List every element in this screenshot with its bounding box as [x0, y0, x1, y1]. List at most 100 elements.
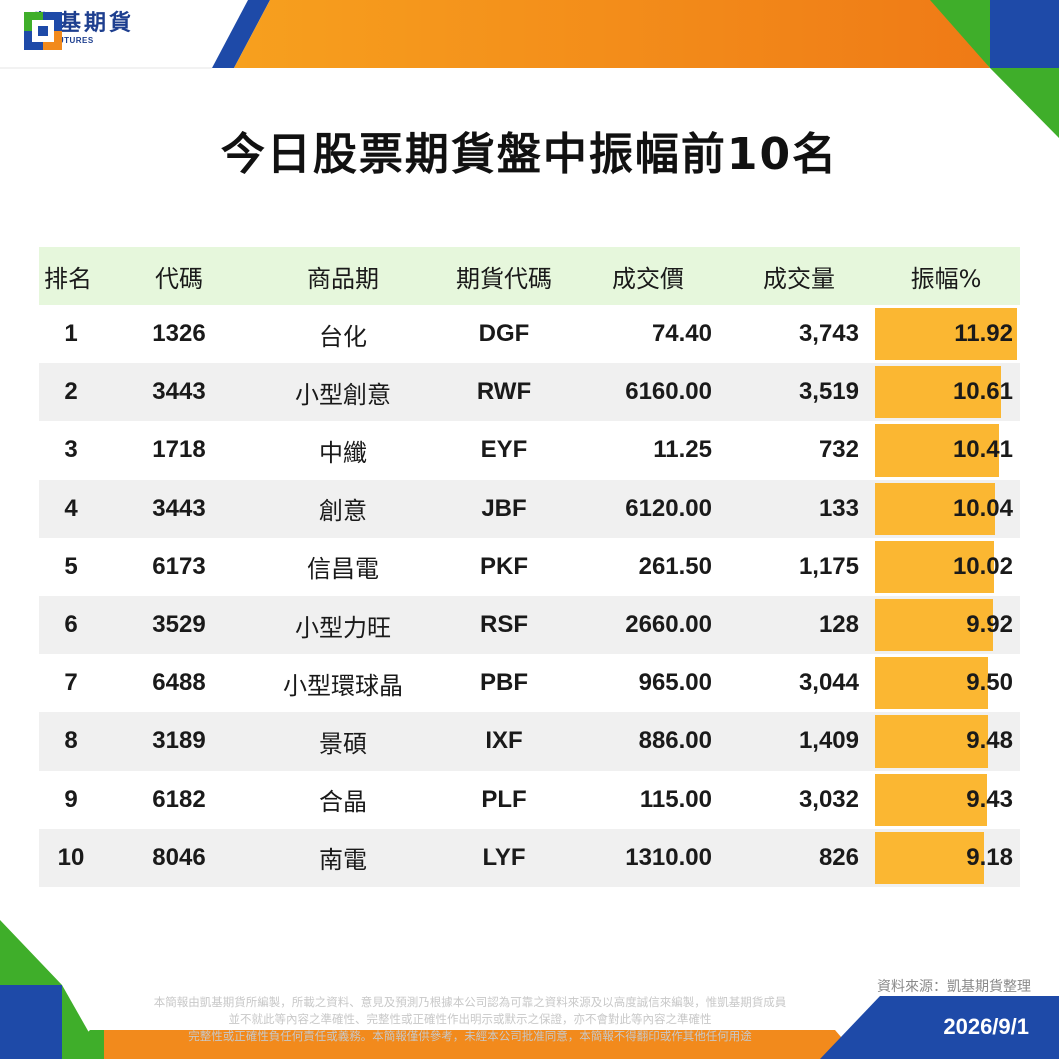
amplitude-bar — [875, 308, 1017, 361]
amplitude-value: 11.92 — [954, 320, 1013, 348]
table-row: 10 8046 南電 LYF 1310.00 826 9.18 — [39, 828, 1020, 887]
volume-cell: 1,409 — [798, 727, 859, 755]
rank-cell: 10 — [57, 843, 85, 871]
volume-cell: 3,743 — [798, 320, 859, 348]
rank-cell: 9 — [64, 785, 78, 813]
amplitude-cell: 10.02 — [875, 538, 1017, 596]
page-title: 今日股票期貨盤中振幅前10名 — [220, 129, 839, 180]
amplitude-bar — [875, 715, 988, 768]
amplitude-bar — [875, 424, 999, 477]
product-cell: 小型力旺 — [295, 613, 391, 642]
futures-code-cell: RSF — [480, 611, 528, 639]
disclaimer-line-2: 並不就此等內容之準確性、完整性或正確性作出明示或默示之保證，亦不會對此等內容之準… — [228, 1012, 712, 1026]
rank-cell: 8 — [64, 727, 78, 755]
report-date: 2026/9/1 — [943, 1014, 1029, 1039]
table-row: 1 1326 台化 DGF 74.40 3,743 11.92 — [39, 305, 1020, 363]
price-cell: 11.25 — [653, 436, 712, 464]
code-cell: 6182 — [152, 785, 206, 813]
price-cell: 886.00 — [638, 727, 712, 755]
header-volume: 成交量 — [763, 264, 835, 293]
rank-cell: 5 — [64, 552, 78, 580]
product-cell: 小型創意 — [295, 380, 391, 409]
amplitude-cell: 9.18 — [875, 829, 1017, 887]
table-header: 排名 代碼 商品期 期貨代碼 成交價 成交量 振幅% — [39, 247, 1020, 305]
product-cell: 信昌電 — [307, 555, 379, 584]
code-cell: 6173 — [152, 552, 206, 580]
table-body: 1 1326 台化 DGF 74.40 3,743 11.92 2 3443 小型創意 RWF 616… — [39, 305, 1020, 887]
amplitude-value: 10.61 — [952, 378, 1013, 406]
brand-name-en: KGI FUTURES — [34, 36, 94, 45]
header-banner: 凱基期貨 KGI FUTURES — [0, 0, 1059, 138]
code-cell: 3189 — [152, 727, 206, 755]
code-cell: 8046 — [152, 843, 206, 871]
header-price: 成交價 — [612, 264, 684, 293]
amplitude-value: 9.92 — [966, 611, 1013, 639]
header-futures-code: 期貨代碼 — [456, 264, 552, 293]
product-cell: 小型環球晶 — [283, 671, 403, 700]
price-cell: 261.50 — [638, 552, 712, 580]
amplitude-cell: 9.50 — [875, 654, 1017, 712]
amplitude-cell: 11.92 — [875, 305, 1017, 363]
volume-cell: 133 — [818, 494, 859, 522]
table-row: 5 6173 信昌電 PKF 261.50 1,175 10.02 — [39, 538, 1020, 596]
volume-cell: 826 — [818, 843, 859, 871]
price-cell: 115.00 — [639, 785, 712, 813]
price-cell: 1310.00 — [625, 843, 712, 871]
brand-logo: 凱基期貨 KGI FUTURES — [24, 12, 134, 50]
header-code: 代碼 — [155, 264, 203, 293]
disclaimer-line-1: 本簡報由凱基期貨所編製，所載之資料、意見及預測乃根據本公司認為可靠之資料來源及以… — [153, 995, 787, 1009]
futures-code-cell: IXF — [485, 727, 523, 755]
amplitude-bar — [875, 540, 994, 593]
amplitude-value: 10.41 — [952, 436, 1013, 464]
ranking-table: 排名 代碼 商品期 期貨代碼 成交價 成交量 振幅% 1 1326 台化 DGF 74.… — [39, 247, 1020, 887]
code-cell: 1326 — [152, 320, 206, 348]
amplitude-value: 9.48 — [966, 727, 1013, 755]
code-cell: 3443 — [152, 494, 206, 522]
amplitude-bar — [875, 773, 987, 826]
amplitude-value: 9.43 — [966, 785, 1013, 813]
header-rank: 排名 — [44, 264, 92, 293]
volume-cell: 3,044 — [798, 669, 859, 697]
product-cell: 創意 — [319, 497, 367, 526]
amplitude-bar — [875, 366, 1001, 419]
data-source: 資料來源：凱基期貨整理 — [877, 979, 1031, 995]
table-row: 6 3529 小型力旺 RSF 2660.00 128 9.92 — [39, 595, 1020, 655]
amplitude-cell: 9.48 — [875, 712, 1017, 770]
futures-code-cell: PKF — [480, 552, 528, 580]
futures-code-cell: LYF — [482, 843, 526, 871]
rank-cell: 6 — [64, 611, 78, 639]
footer-decoration — [0, 920, 1059, 1059]
code-cell: 3443 — [152, 378, 206, 406]
table-row: 8 3189 景碩 IXF 886.00 1,409 9.48 — [39, 712, 1020, 771]
price-cell: 6160.00 — [625, 378, 712, 406]
volume-cell: 1,175 — [798, 552, 859, 580]
amplitude-cell: 10.04 — [875, 480, 1017, 538]
kgi-logo-icon — [24, 12, 62, 50]
table-row: 7 6488 小型環球晶 PBF 965.00 3,044 9.50 — [39, 654, 1020, 712]
banner-decoration — [0, 0, 1059, 138]
amplitude-bar — [875, 831, 984, 884]
amplitude-value: 10.02 — [952, 552, 1013, 580]
volume-cell: 3,519 — [798, 378, 859, 406]
futures-code-cell: JBF — [481, 494, 527, 522]
price-cell: 6120.00 — [625, 494, 712, 522]
disclaimer-line-3: 完整性或正確性負任何責任或義務。本簡報僅供參考，未經本公司批准同意，本簡報不得翻… — [188, 1029, 752, 1043]
code-cell: 6488 — [152, 669, 206, 697]
rank-cell: 1 — [64, 320, 78, 348]
product-cell: 中纖 — [319, 438, 367, 467]
futures-code-cell: RWF — [476, 378, 532, 406]
product-cell: 台化 — [319, 322, 367, 351]
futures-code-cell: PBF — [480, 669, 528, 697]
price-cell: 2660.00 — [625, 611, 712, 639]
volume-cell: 3,032 — [798, 785, 859, 813]
table-row: 9 6182 合晶 PLF 115.00 3,032 9.43 — [39, 771, 1020, 829]
volume-cell: 128 — [818, 611, 859, 639]
table-row: 4 3443 創意 JBF 6120.00 133 10.04 — [39, 479, 1020, 538]
rank-cell: 2 — [64, 378, 78, 406]
amplitude-cell: 10.61 — [875, 363, 1017, 421]
amplitude-cell: 9.43 — [875, 771, 1017, 829]
rank-cell: 7 — [64, 669, 78, 697]
amplitude-value: 9.18 — [966, 843, 1013, 871]
futures-code-cell: PLF — [481, 785, 527, 813]
volume-cell: 732 — [818, 436, 859, 464]
